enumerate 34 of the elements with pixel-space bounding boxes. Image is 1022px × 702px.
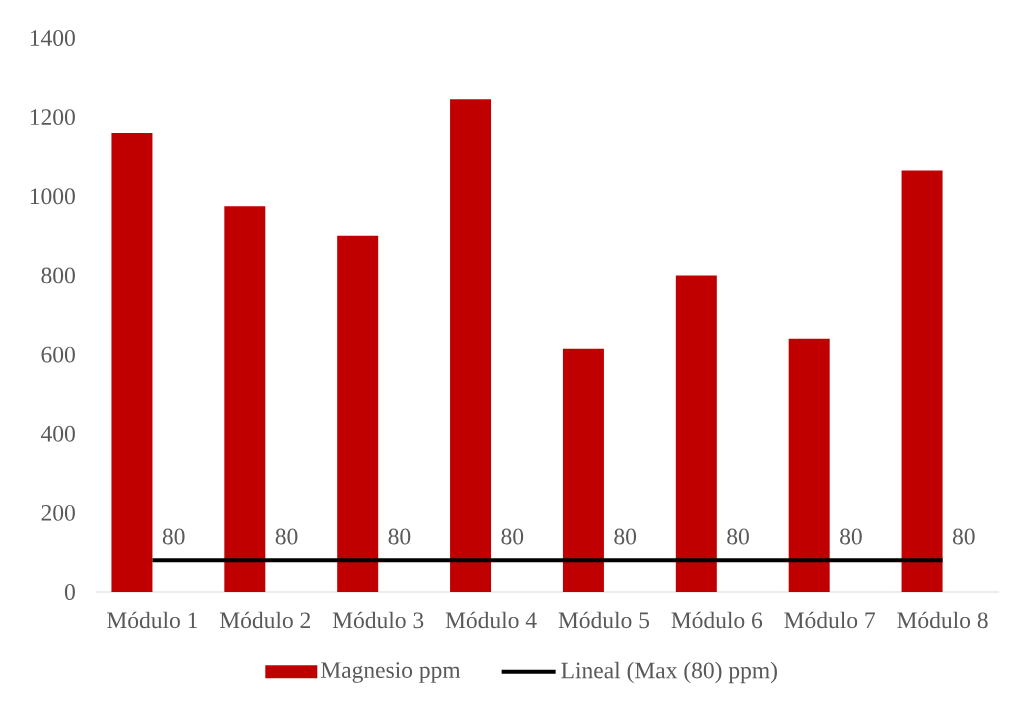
bar: [675, 275, 717, 592]
bar: [224, 206, 266, 592]
x-tick-label: Módulo 8: [897, 611, 988, 629]
data-label: 80: [501, 528, 524, 545]
data-label: 80: [840, 528, 862, 545]
y-tick-label: 600: [41, 346, 75, 363]
bar: [901, 170, 943, 592]
x-tick-label: Módulo 3: [332, 611, 424, 629]
y-tick-label: 1000: [30, 188, 75, 205]
y-tick-label: 0: [64, 584, 75, 600]
y-tick-label: 400: [41, 425, 75, 442]
legend-label: Lineal (Max (80) ppm): [561, 661, 777, 684]
bar: [562, 348, 604, 592]
x-tick-label: Módulo 2: [219, 611, 311, 629]
y-tick-label: 800: [41, 267, 75, 284]
bar: [788, 338, 830, 592]
x-tick-label: Módulo 5: [558, 611, 650, 629]
data-label: 80: [614, 528, 637, 545]
bar: [450, 99, 492, 592]
x-tick-label: Módulo 4: [445, 611, 537, 629]
bar: [337, 235, 379, 592]
data-label: 80: [952, 528, 975, 545]
y-tick-label: 1400: [30, 30, 75, 46]
data-label: 80: [727, 528, 749, 545]
x-tick-label: Módulo 6: [671, 611, 763, 629]
bar: [111, 132, 153, 592]
y-tick-label: 1200: [30, 109, 75, 126]
data-label: 80: [388, 528, 411, 545]
legend-label: Magnesio ppm: [320, 662, 461, 683]
data-label: 80: [162, 528, 185, 545]
x-tick-label: Módulo 1: [107, 611, 198, 629]
data-label: 80: [275, 528, 298, 545]
x-tick-label: Módulo 7: [784, 611, 876, 629]
y-tick-label: 200: [41, 504, 75, 521]
